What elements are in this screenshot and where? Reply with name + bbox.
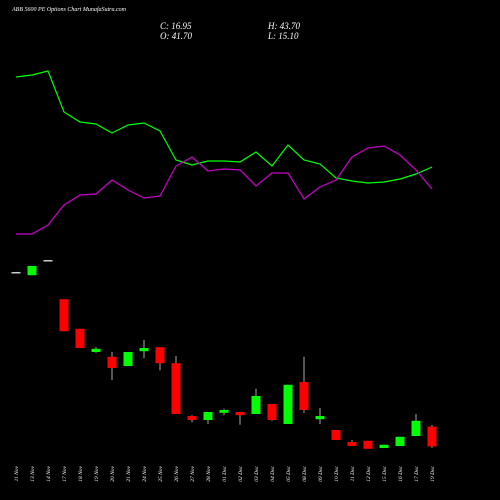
x-tick-label: 20 Nov	[110, 465, 116, 481]
candle-body	[235, 412, 245, 416]
x-tick-label: 19 Nov	[94, 465, 100, 481]
x-tick-label: 16 Dec	[398, 465, 404, 481]
candle-body	[59, 299, 69, 332]
candle-body	[27, 266, 37, 276]
x-tick-label: 02 Dec	[238, 465, 244, 481]
x-tick-label: 11 Nov	[14, 465, 20, 481]
x-tick-label: 21 Nov	[126, 465, 132, 481]
x-tick-label: 18 Nov	[78, 465, 84, 481]
x-tick-label: 03 Dec	[254, 465, 260, 481]
candle-body	[91, 348, 101, 352]
candle-body	[379, 444, 389, 448]
x-tick-label: 09 Dec	[318, 465, 324, 481]
x-tick-label: 08 Dec	[302, 465, 308, 481]
x-tick-label: 17 Dec	[414, 465, 420, 481]
candle-body	[139, 348, 149, 352]
candle-body	[427, 426, 437, 447]
x-tick-label: 14 Nov	[45, 465, 52, 481]
candle-body	[155, 347, 165, 364]
candle-body	[123, 352, 133, 366]
candle-body	[43, 260, 53, 262]
candle-body	[251, 396, 261, 414]
x-tick-label: 05 Dec	[286, 465, 292, 481]
candle-body	[395, 436, 405, 446]
chart-title: ABB 5600 PE Options Chart MunafaSutra.co…	[11, 6, 127, 13]
x-tick-label: 28 Nov	[206, 465, 212, 481]
x-tick-label: 11 Dec	[350, 465, 356, 481]
x-tick-label: 27 Nov	[190, 465, 196, 481]
ohlc-label: H: 43.70	[267, 21, 300, 31]
candle-body	[171, 363, 181, 414]
x-tick-label: 10 Dec	[334, 465, 340, 481]
candle-body	[187, 416, 197, 420]
indicator-line	[16, 145, 433, 235]
candle-body	[107, 356, 117, 368]
x-tick-label: 04 Dec	[269, 465, 276, 481]
x-tick-label: 13 Nov	[30, 465, 36, 481]
x-tick-label: 12 Dec	[366, 465, 372, 481]
x-tick-label: 17 Nov	[62, 465, 68, 481]
candle-body	[347, 442, 357, 446]
candle-body	[315, 416, 325, 420]
x-tick-label: 26 Nov	[174, 465, 180, 481]
ohlc-label: L: 15.10	[267, 31, 299, 41]
indicator-line	[15, 70, 433, 184]
candle-body	[411, 420, 421, 436]
candle-body	[299, 382, 309, 410]
x-tick-label: 15 Dec	[382, 465, 388, 481]
candle-body	[331, 430, 341, 440]
x-tick-label: 24 Nov	[141, 465, 148, 481]
candle-body	[267, 404, 277, 420]
x-tick-label: 01 Dec	[222, 465, 228, 481]
ohlc-label: O: 41.70	[160, 31, 192, 41]
x-tick-label: 25 Nov	[158, 465, 164, 481]
ohlc-label: C: 16.95	[160, 21, 192, 31]
x-tick-label: 19 Dec	[430, 465, 436, 481]
candle-body	[219, 410, 229, 413]
candle-body	[11, 272, 21, 274]
candle-body	[283, 384, 293, 424]
candle-body	[363, 440, 373, 449]
candle-body	[203, 412, 213, 420]
candle-body	[75, 328, 85, 348]
